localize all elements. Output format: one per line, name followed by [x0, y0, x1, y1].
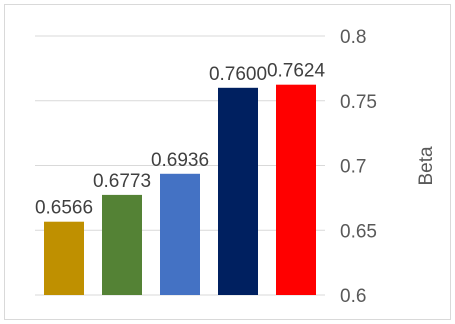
y-tick-label: 0.75 — [340, 92, 377, 113]
data-label: 0.6936 — [151, 150, 209, 171]
data-label: 0.6566 — [35, 198, 93, 219]
bar — [218, 87, 258, 295]
bar — [276, 84, 316, 295]
data-label: 0.6773 — [93, 171, 151, 192]
y-tick-label: 0.8 — [340, 27, 366, 48]
data-label: 0.7624 — [267, 61, 326, 82]
data-label: 0.7600 — [209, 64, 267, 85]
bar — [160, 173, 200, 295]
y-tick-label: 0.6 — [340, 286, 366, 307]
bar — [102, 194, 142, 295]
y-tick-label: 0.65 — [340, 221, 377, 242]
bar — [44, 221, 84, 295]
y-axis-title: Beta — [416, 146, 437, 186]
y-tick-label: 0.7 — [340, 157, 366, 178]
